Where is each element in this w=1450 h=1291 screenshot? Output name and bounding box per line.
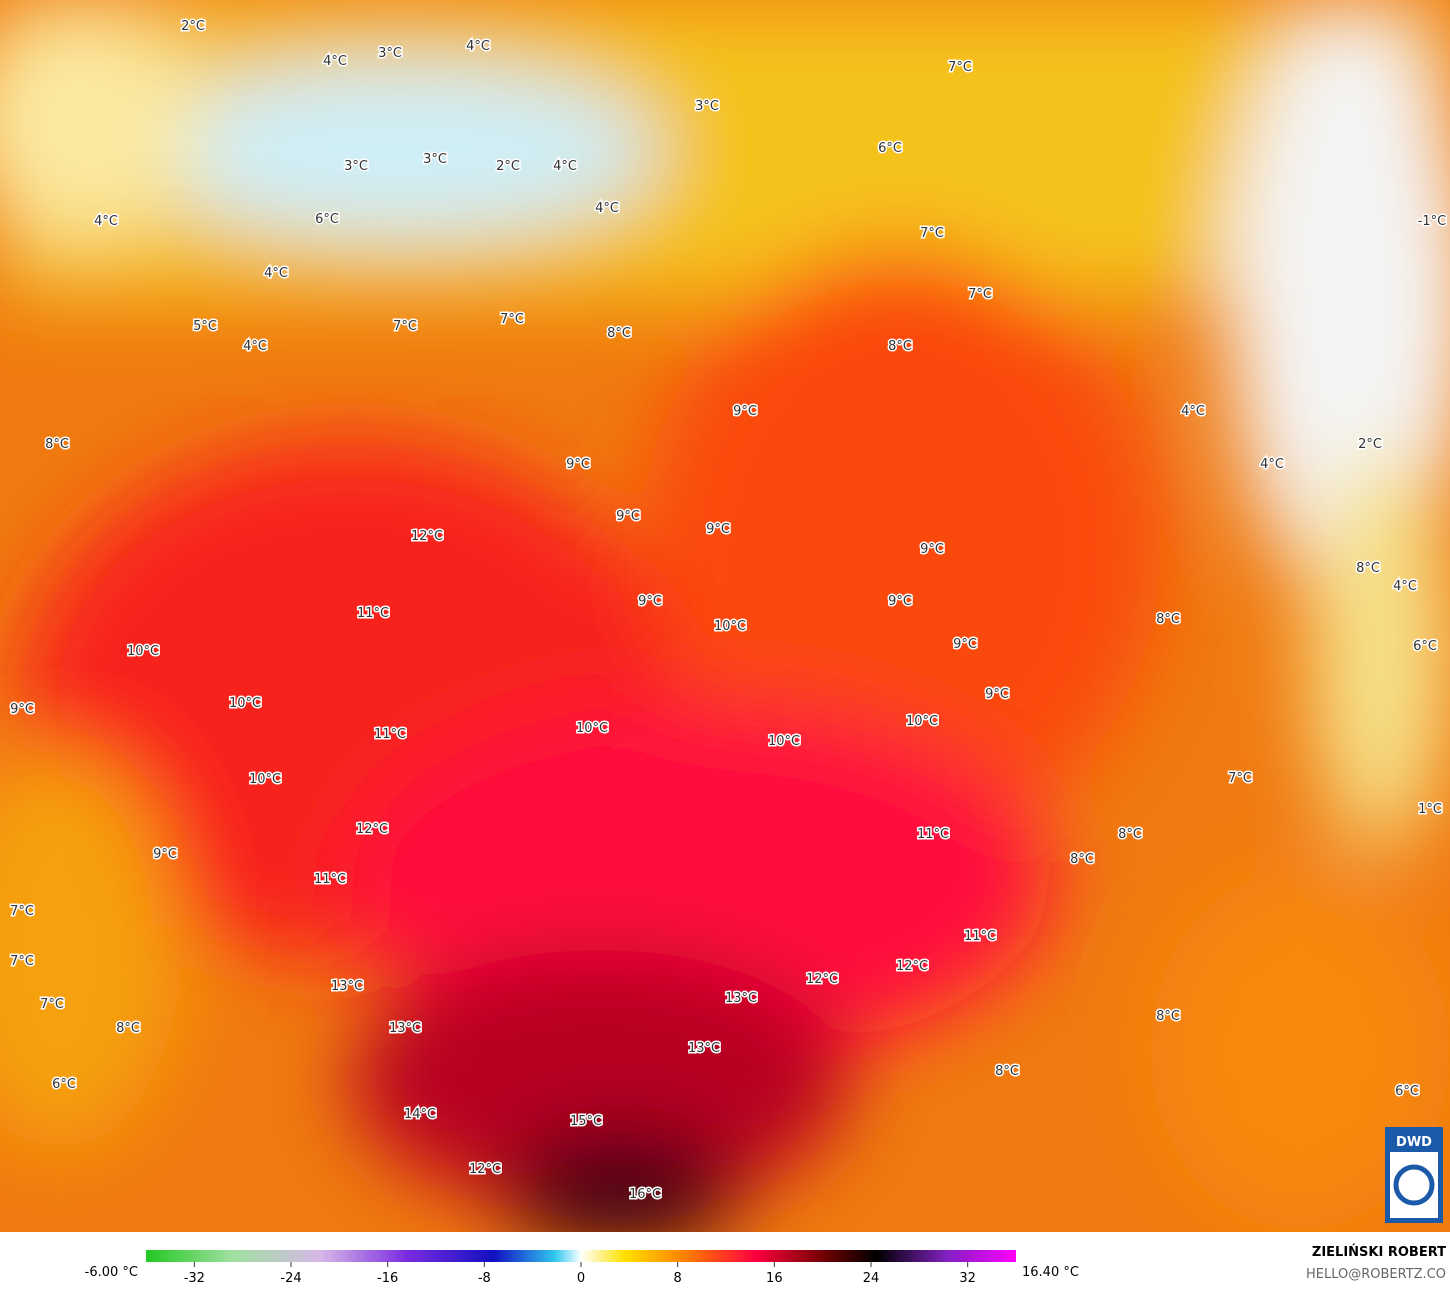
temperature-label: 9°C bbox=[153, 847, 177, 862]
legend-max: 16.40 °C bbox=[1022, 1265, 1079, 1280]
temperature-label: 3°C bbox=[344, 159, 368, 174]
temperature-label: 15°C bbox=[570, 1114, 602, 1129]
map-background bbox=[0, 0, 1450, 1250]
temperature-label: 10°C bbox=[714, 619, 746, 634]
temperature-label: 5°C bbox=[193, 319, 217, 334]
credit-email: HELLO@ROBERTZ.CO bbox=[1306, 1267, 1446, 1282]
temperature-label: 10°C bbox=[906, 714, 938, 729]
temperature-label: 13°C bbox=[725, 991, 757, 1006]
colorbar-tick-label: 32 bbox=[959, 1271, 976, 1286]
logo-swirl bbox=[1393, 1164, 1435, 1206]
temperature-label: 14°C bbox=[404, 1107, 436, 1122]
temperature-label: 7°C bbox=[40, 997, 64, 1012]
temperature-label: 6°C bbox=[1395, 1084, 1419, 1099]
temperature-label: 8°C bbox=[1156, 1009, 1180, 1024]
temperature-label: 7°C bbox=[10, 904, 34, 919]
temperature-label: 8°C bbox=[1118, 827, 1142, 842]
temperature-label: 9°C bbox=[706, 522, 730, 537]
temperature-label: 8°C bbox=[1070, 852, 1094, 867]
temperature-label: 9°C bbox=[953, 637, 977, 652]
temperature-label: 11°C bbox=[374, 727, 406, 742]
temperature-label: 12°C bbox=[411, 529, 443, 544]
temperature-label: 7°C bbox=[10, 954, 34, 969]
temperature-label: 12°C bbox=[806, 972, 838, 987]
temperature-label: 4°C bbox=[1181, 404, 1205, 419]
colorbar-tick-label: 8 bbox=[674, 1271, 682, 1286]
temperature-label: 7°C bbox=[920, 226, 944, 241]
temperature-label: 3°C bbox=[423, 152, 447, 167]
temperature-label: 7°C bbox=[393, 319, 417, 334]
colorbar-tick-label: -32 bbox=[184, 1271, 205, 1286]
colorbar-tick-label: 0 bbox=[577, 1271, 585, 1286]
temperature-label: 9°C bbox=[888, 594, 912, 609]
credit-author: ZIELIŃSKI ROBERT bbox=[1312, 1244, 1446, 1260]
temperature-label: 10°C bbox=[127, 644, 159, 659]
temperature-label: 9°C bbox=[10, 702, 34, 717]
temperature-label: 11°C bbox=[314, 872, 346, 887]
temperature-label: 1°C bbox=[1418, 802, 1442, 817]
temperature-label: 6°C bbox=[878, 141, 902, 156]
temperature-label: 8°C bbox=[1156, 612, 1180, 627]
temperature-label: 8°C bbox=[116, 1021, 140, 1036]
colorbar-tick-label: 16 bbox=[766, 1271, 783, 1286]
temperature-label: 4°C bbox=[1260, 457, 1284, 472]
temperature-label: 3°C bbox=[378, 46, 402, 61]
temperature-label: 4°C bbox=[264, 266, 288, 281]
temperature-label: 7°C bbox=[968, 287, 992, 302]
temperature-label: 2°C bbox=[181, 19, 205, 34]
legend-min: -6.00 °C bbox=[85, 1265, 138, 1280]
logo-text: DWD bbox=[1396, 1135, 1432, 1150]
temperature-label: 16°C bbox=[629, 1187, 661, 1202]
temperature-label: 4°C bbox=[466, 39, 490, 54]
colorbar-tick-label: 24 bbox=[863, 1271, 880, 1286]
temperature-label: 2°C bbox=[1358, 437, 1382, 452]
temperature-label: 7°C bbox=[1228, 771, 1252, 786]
temperature-label: 4°C bbox=[323, 54, 347, 69]
temperature-label: 13°C bbox=[688, 1041, 720, 1056]
temperature-label: 9°C bbox=[616, 509, 640, 524]
temperature-label: 6°C bbox=[315, 212, 339, 227]
temperature-label: 3°C bbox=[695, 99, 719, 114]
temperature-label: 8°C bbox=[45, 437, 69, 452]
temperature-label: 8°C bbox=[607, 326, 631, 341]
temperature-label: 9°C bbox=[566, 457, 590, 472]
temperature-label: 8°C bbox=[995, 1064, 1019, 1079]
temperature-label: 12°C bbox=[469, 1162, 501, 1177]
temperature-label: 11°C bbox=[917, 827, 949, 842]
temperature-label: -1°C bbox=[1418, 214, 1447, 229]
temperature-label: 10°C bbox=[229, 696, 261, 711]
temperature-label: 6°C bbox=[1413, 639, 1437, 654]
temperature-label: 9°C bbox=[920, 542, 944, 557]
temperature-label: 4°C bbox=[553, 159, 577, 174]
temperature-label: 4°C bbox=[595, 201, 619, 216]
temperature-label: 4°C bbox=[243, 339, 267, 354]
temperature-label: 8°C bbox=[888, 339, 912, 354]
temperature-label: 9°C bbox=[638, 594, 662, 609]
temperature-label: 9°C bbox=[985, 687, 1009, 702]
temperature-label: 8°C bbox=[1356, 561, 1380, 576]
temperature-label: 12°C bbox=[356, 822, 388, 837]
temperature-label: 10°C bbox=[249, 772, 281, 787]
temperature-label: 12°C bbox=[896, 959, 928, 974]
temperature-label: 13°C bbox=[389, 1021, 421, 1036]
temperature-label: 10°C bbox=[768, 734, 800, 749]
colorbar-tick-label: -8 bbox=[478, 1271, 491, 1286]
temperature-label: 2°C bbox=[496, 159, 520, 174]
colorbar-tick-label: -24 bbox=[280, 1271, 301, 1286]
temperature-label: 4°C bbox=[1393, 579, 1417, 594]
temperature-label: 10°C bbox=[576, 721, 608, 736]
temperature-label: 6°C bbox=[52, 1077, 76, 1092]
temperature-label: 7°C bbox=[948, 60, 972, 75]
temperature-label: 11°C bbox=[964, 929, 996, 944]
colorbar-tick-label: -16 bbox=[377, 1271, 398, 1286]
temperature-label: 9°C bbox=[733, 404, 757, 419]
temperature-label: 11°C bbox=[357, 606, 389, 621]
temperature-label: 13°C bbox=[331, 979, 363, 994]
temperature-label: 4°C bbox=[94, 214, 118, 229]
colorbar bbox=[146, 1250, 1016, 1262]
temperature-label: 7°C bbox=[500, 312, 524, 327]
